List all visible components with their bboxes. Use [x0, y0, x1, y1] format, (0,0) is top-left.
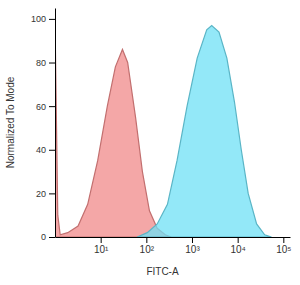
x-tick-label: 10³	[185, 244, 200, 255]
y-tick-mark	[49, 193, 55, 194]
x-axis-title: FITC-A	[146, 266, 179, 277]
x-tick-mark	[283, 237, 284, 243]
y-tick-label: 20	[36, 189, 46, 199]
x-tick-mark	[146, 237, 147, 243]
y-tick: 20	[36, 189, 55, 199]
y-tick-mark	[49, 106, 55, 107]
x-tick-label: 10²	[140, 244, 155, 255]
y-tick-mark	[49, 150, 55, 151]
y-tick-label: 0	[41, 232, 46, 242]
y-tick-mark	[49, 19, 55, 20]
x-tick: 10⁵	[276, 237, 291, 255]
y-tick: 0	[41, 232, 55, 242]
x-tick-mark	[192, 237, 193, 243]
y-tick-label: 100	[31, 14, 46, 24]
x-tick-label: 10⁵	[276, 244, 291, 255]
y-tick-label: 60	[36, 102, 46, 112]
y-tick: 60	[36, 102, 55, 112]
y-axis: 0 20 40 60 80 100	[31, 9, 56, 243]
plot-area	[55, 19, 271, 237]
x-axis-line	[56, 237, 291, 238]
x-tick: 10⁴	[230, 237, 245, 255]
y-tick-label: 80	[36, 58, 46, 68]
x-tick: 10¹	[94, 237, 109, 255]
x-tick-label: 10⁴	[230, 244, 245, 255]
y-axis-line	[55, 9, 56, 238]
histogram-area	[137, 25, 271, 237]
y-tick-mark	[49, 63, 55, 64]
x-tick-mark	[101, 237, 102, 243]
x-tick: 10²	[140, 237, 155, 255]
y-tick: 100	[31, 14, 55, 24]
y-tick: 40	[36, 145, 55, 155]
x-tick-label: 10¹	[94, 244, 109, 255]
y-axis-title: Normalized To Mode	[5, 76, 16, 168]
x-tick-mark	[238, 237, 239, 243]
y-tick-label: 40	[36, 145, 46, 155]
y-tick-mark	[49, 237, 55, 238]
histogram-area	[55, 19, 171, 237]
x-axis: 10¹ 10² 10³ 10⁴ 10⁵	[56, 237, 292, 255]
y-tick: 80	[36, 58, 55, 68]
chart: 10¹ 10² 10³ 10⁴ 10⁵ 0 20 40 60 80 100 FITC-A Normali…	[0, 0, 300, 285]
x-tick: 10³	[185, 237, 200, 255]
